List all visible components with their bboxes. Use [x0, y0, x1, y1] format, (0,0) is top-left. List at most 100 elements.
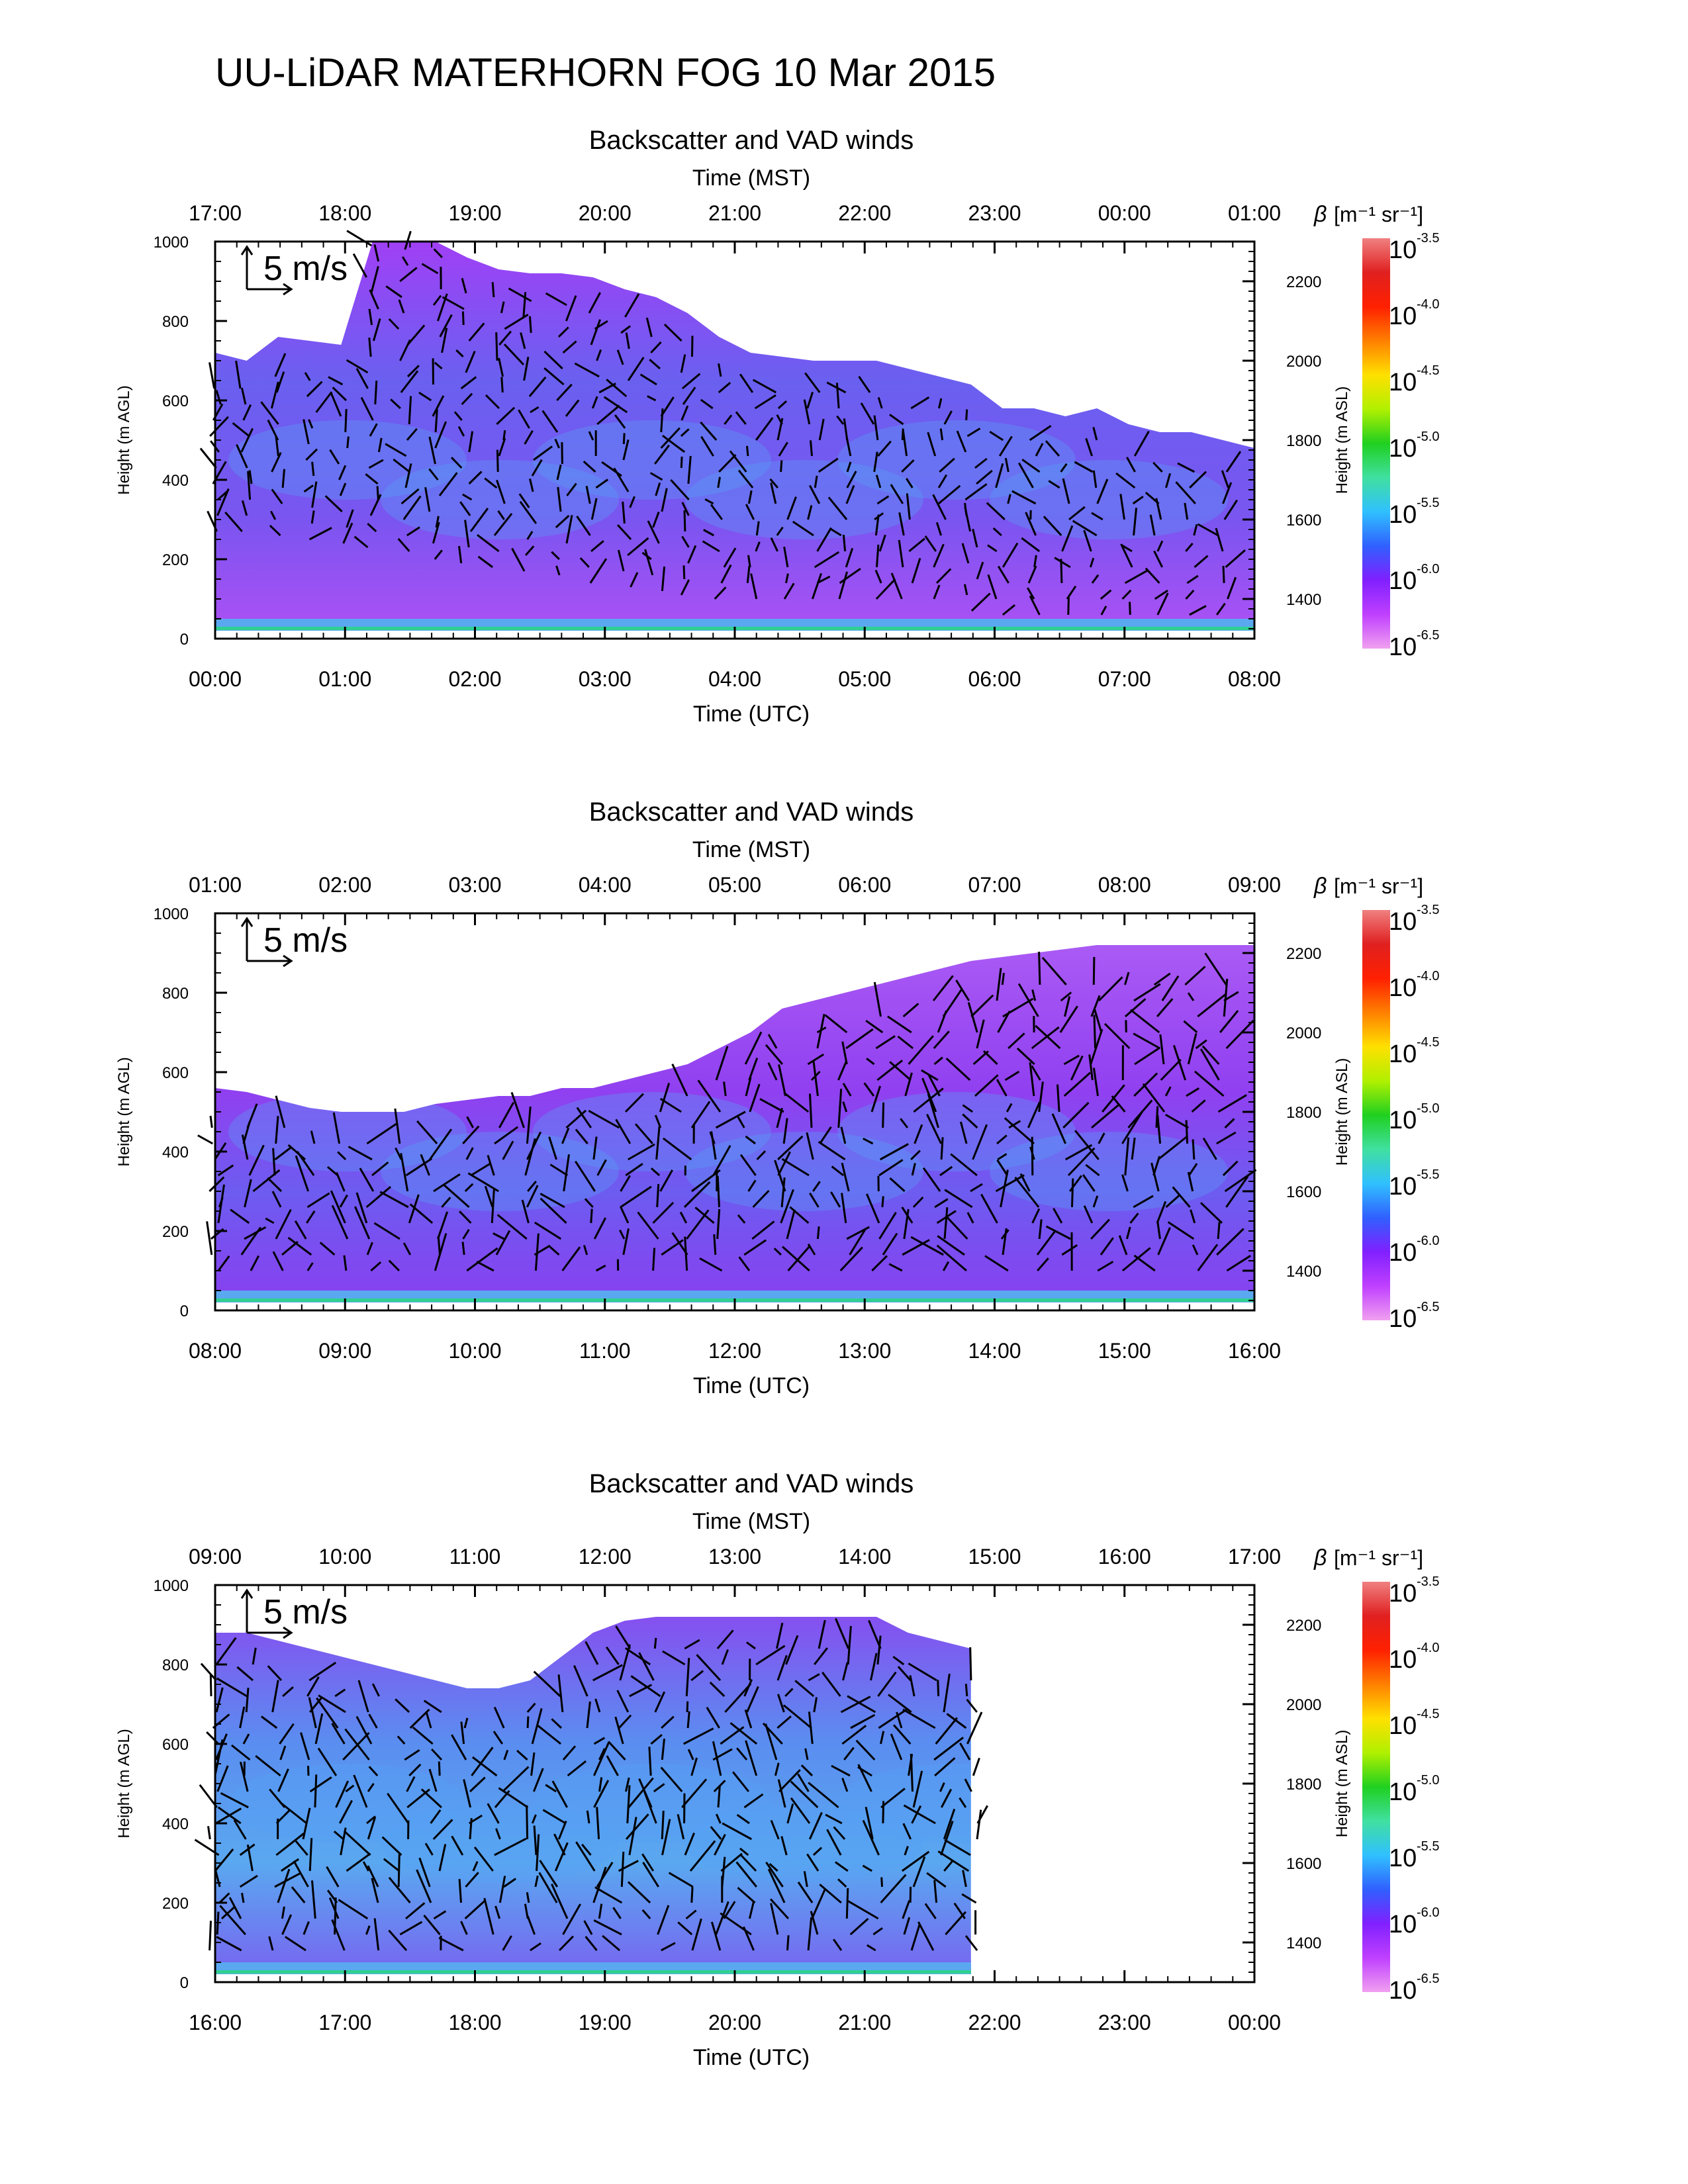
wind-arrow — [961, 1893, 977, 1904]
wind-arrow — [780, 460, 783, 473]
wind-arrow — [865, 1019, 884, 1034]
wind-arrow — [1177, 462, 1196, 473]
x-tick-label: 14:00 — [968, 1339, 1021, 1363]
wind-arrow — [367, 522, 377, 533]
wind-arrow — [818, 457, 839, 473]
wind-arrow — [1031, 1208, 1041, 1224]
wind-arrow — [464, 520, 470, 548]
wind-arrow — [240, 387, 247, 405]
wind-arrow — [326, 1889, 338, 1903]
wind-arrow — [756, 1150, 767, 1161]
wind-arrow — [638, 1778, 653, 1808]
x-tick-label: 11:00 — [579, 1339, 631, 1363]
wind-arrow — [261, 1715, 278, 1729]
wind-arrow — [240, 428, 254, 453]
wind-arrow — [716, 1208, 721, 1240]
wind-arrow — [700, 421, 718, 441]
x-tick-label: 02:00 — [448, 667, 501, 691]
wind-arrow — [526, 1915, 536, 1935]
wind-arrow — [889, 1061, 912, 1081]
wind-arrow — [524, 1903, 529, 1919]
wind-arrow — [335, 1780, 350, 1808]
wind-arrow — [355, 1192, 368, 1224]
wind-arrow — [496, 1214, 528, 1240]
wind-arrow — [825, 1813, 843, 1825]
wind-arrow — [620, 325, 632, 334]
wind-arrow — [681, 535, 690, 548]
wind-arrow — [650, 1734, 663, 1745]
wind-arrow — [737, 1214, 746, 1224]
wind-arrow — [267, 1665, 283, 1682]
wind-arrow — [559, 1935, 574, 1952]
wind-arrow — [404, 463, 412, 488]
wind-arrow — [1192, 1139, 1196, 1160]
wind-arrow — [588, 431, 594, 441]
wind-arrow — [1048, 480, 1060, 489]
wind-arrow — [530, 406, 539, 414]
wind-arrow — [659, 1097, 682, 1113]
wind-arrow — [959, 1797, 967, 1808]
wind-arrow — [588, 292, 602, 314]
wind-arrow — [679, 1211, 688, 1224]
x-tick-label-top: 23:00 — [968, 201, 1021, 225]
wind-arrow — [1204, 952, 1227, 985]
wind-arrow — [787, 1245, 811, 1271]
wind-arrow — [241, 500, 248, 516]
colorbar-label-units: [m⁻¹ sr⁻¹] — [1334, 203, 1423, 226]
wind-arrow — [469, 508, 489, 532]
wind-arrow — [1029, 595, 1041, 615]
wind-arrow — [366, 1815, 376, 1825]
wind-arrow — [1064, 1144, 1093, 1161]
wind-arrow — [1190, 1209, 1196, 1224]
wind-arrow — [873, 451, 878, 473]
colorbar-tick-exp: -4.0 — [1417, 297, 1439, 312]
wind-arrow — [962, 1113, 978, 1129]
x-axis-label: Time (UTC) — [693, 702, 810, 727]
colorbar-tick-base: 10 — [1389, 1040, 1417, 1068]
scale-arrow — [240, 1588, 293, 1639]
wind-arrow — [543, 350, 563, 370]
wind-arrow — [272, 1148, 276, 1176]
y-tick-label-right: 1600 — [1286, 1855, 1321, 1873]
wind-arrow — [465, 351, 476, 373]
wind-arrow — [748, 1057, 759, 1081]
wind-arrow — [903, 1917, 911, 1935]
wind-arrow — [503, 1878, 516, 1888]
wind-arrow — [966, 428, 981, 437]
wind-arrow — [617, 549, 625, 572]
y-tick-label-right: 1400 — [1286, 1263, 1321, 1281]
wind-arrow — [267, 1177, 283, 1193]
wind-arrow — [494, 1126, 519, 1145]
wind-arrow — [219, 1905, 246, 1935]
wind-arrow — [804, 372, 821, 393]
wind-arrow — [660, 408, 664, 433]
wind-arrow — [388, 318, 400, 330]
wind-arrow — [303, 484, 314, 493]
wind-arrow — [940, 1788, 953, 1808]
backscatter-blob — [228, 1764, 467, 1843]
wind-arrow — [1064, 996, 1071, 1017]
x-axis-label-top: Time (MST) — [692, 837, 810, 862]
x-tick-label-top: 03:00 — [448, 873, 501, 897]
x-tick-label: 05:00 — [838, 667, 891, 691]
wind-arrow — [420, 1788, 442, 1809]
wind-arrow — [1133, 1254, 1156, 1272]
wind-arrow — [832, 1938, 843, 1951]
backscatter-blob — [837, 1764, 971, 1843]
wind-arrow — [1072, 520, 1098, 537]
wind-arrow — [353, 1774, 368, 1808]
wind-arrow — [870, 1085, 882, 1113]
wind-arrow — [432, 522, 440, 544]
x-axis-label-top: Time (MST) — [692, 1509, 810, 1534]
wind-arrow — [365, 1185, 392, 1208]
wind-arrow — [871, 1255, 888, 1272]
wind-arrow — [694, 1206, 715, 1224]
wind-arrow — [1223, 991, 1239, 1002]
wind-arrow — [723, 547, 737, 568]
wind-arrow — [533, 1768, 544, 1792]
wind-arrow — [408, 396, 412, 425]
x-tick-label: 15:00 — [1098, 1339, 1151, 1363]
wind-arrow — [841, 1778, 849, 1792]
wind-arrow — [309, 1696, 323, 1713]
wind-arrow — [1189, 471, 1207, 489]
